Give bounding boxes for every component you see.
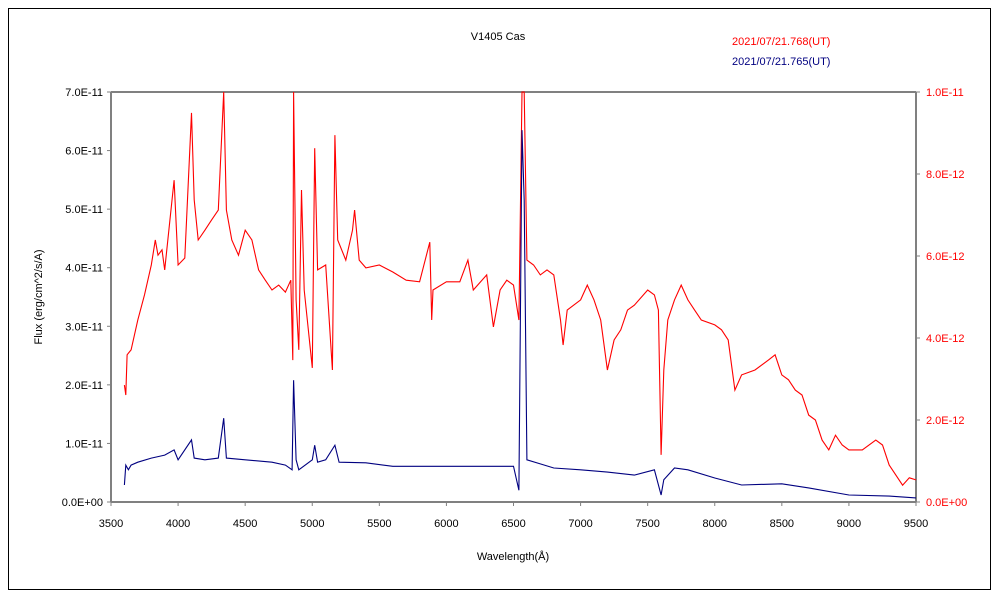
series-line-red [123,91,917,487]
chart-title: V1405 Cas [471,31,526,43]
legend-series-blue: 2021/07/21.765(UT) [732,56,830,68]
x-tick-label: 9000 [837,518,861,530]
x-tick-label: 7000 [568,518,592,530]
x-tick-label: 8000 [703,518,727,530]
y-left-tick-label: 0.0E+00 [62,497,103,509]
x-tick-label: 8500 [770,518,794,530]
y-right-tick-label: 0.0E+00 [926,497,967,509]
y-left-tick-label: 6.0E-11 [65,146,103,158]
x-tick-label: 6500 [501,518,525,530]
y-left-tick-label: 4.0E-11 [65,263,103,275]
x-axis-label: Wavelength(Å) [477,550,549,563]
x-tick-label: 6000 [434,518,458,530]
x-tick-label: 5500 [367,518,391,530]
y-right-tick-label: 2.0E-12 [926,415,965,427]
y-left-tick-label: 1.0E-11 [65,438,103,450]
y-right-tick-label: 6.0E-12 [926,251,965,263]
x-tick-label: 3500 [99,518,123,530]
y-right-tick-label: 1.0E-11 [926,87,964,99]
series-line-blue [123,130,917,499]
x-tick-label: 5000 [300,518,324,530]
x-tick-label: 7500 [635,518,659,530]
x-tick-label: 9500 [904,518,928,530]
y-left-tick-label: 3.0E-11 [65,321,103,333]
x-tick-label: 4000 [166,518,190,530]
y-left-tick-label: 2.0E-11 [65,380,103,392]
y-right-tick-label: 8.0E-12 [926,169,965,181]
chart-border [8,8,991,590]
y-left-tick-label: 5.0E-11 [65,204,103,216]
x-tick-label: 4500 [233,518,257,530]
y-axis-label: Flux (erg/cm^2/s/A) [33,249,45,344]
y-left-tick-label: 7.0E-11 [65,87,103,99]
legend-series-red: 2021/07/21.768(UT) [732,36,830,48]
y-right-tick-label: 4.0E-12 [926,333,965,345]
